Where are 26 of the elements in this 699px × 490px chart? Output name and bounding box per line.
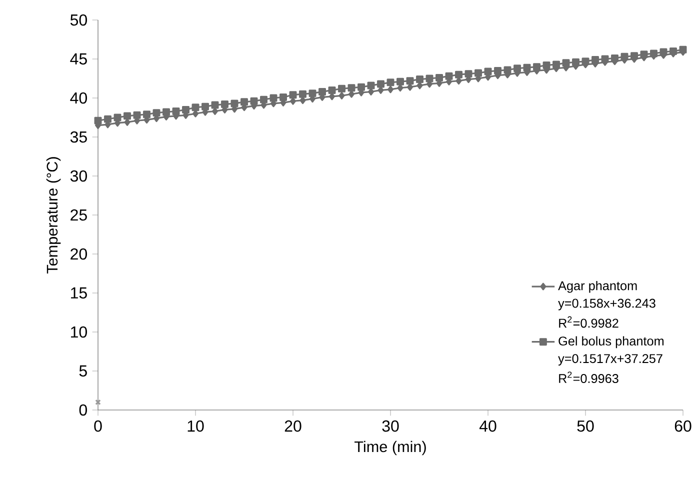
y-tick-label: 50 xyxy=(70,14,87,26)
y-tick-label: 20 xyxy=(70,248,87,260)
legend-label: Gel bolus phantom xyxy=(558,336,664,348)
x-tick-label: 60 xyxy=(674,420,692,432)
y-tick-label: 40 xyxy=(70,92,87,104)
y-tick-label: 30 xyxy=(70,170,87,182)
annotation: y=0.158x+36.243 xyxy=(558,298,656,310)
annotation: y=0.1517x+37.257 xyxy=(558,354,662,366)
x-tick-label: 0 xyxy=(94,420,102,432)
legend-label: Agar phantom xyxy=(558,280,637,293)
x-tick-label: 20 xyxy=(284,420,302,432)
x-tick-label: 50 xyxy=(577,420,594,432)
x-tick-label: 30 xyxy=(382,420,399,432)
y-tick-label: 10 xyxy=(71,326,87,338)
y-axis-title: Temperature (°C) xyxy=(46,157,61,274)
y-tick-label: 0 xyxy=(79,404,87,416)
annotation: R$^{2}$=0.9982 xyxy=(559,316,618,328)
annotation: R$^{2}$=0.9963 xyxy=(559,372,618,384)
x-axis-title: Time (min) xyxy=(354,440,426,456)
x-tick-label: 40 xyxy=(479,420,496,432)
y-tick-label: 5 xyxy=(79,365,87,377)
x-tick-label: 10 xyxy=(188,420,204,432)
y-tick-label: 15 xyxy=(71,287,87,299)
y-tick-label: 35 xyxy=(70,131,87,143)
y-tick-label: 45 xyxy=(70,53,87,65)
y-tick-label: 25 xyxy=(70,209,87,221)
